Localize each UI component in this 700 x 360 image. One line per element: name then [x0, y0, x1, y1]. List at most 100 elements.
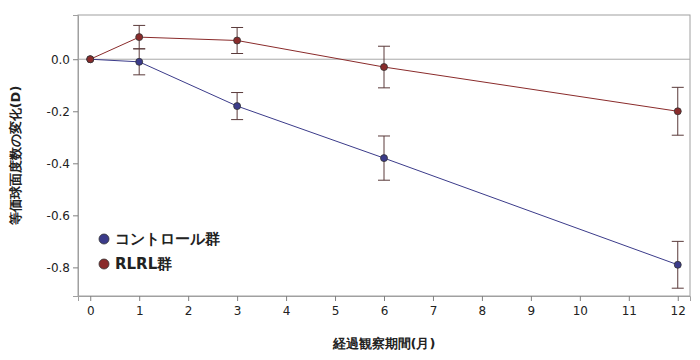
data-point: [381, 64, 388, 71]
y-tick: -0.4: [47, 157, 78, 171]
x-tick-label: 0: [87, 304, 95, 318]
error-bar-cap: [231, 92, 243, 93]
series-line: [90, 59, 678, 265]
y-axis: 0.0 -0.2 -0.4 -0.6 -0.8: [47, 16, 79, 297]
legend-entry: コントロール群: [99, 230, 220, 248]
x-tick-mark: [433, 296, 434, 301]
y-tick-label: 0.0: [51, 53, 70, 67]
x-tick: 0: [87, 296, 95, 318]
y-tick: 0.0: [51, 53, 78, 67]
error-bar-cap: [378, 87, 390, 88]
x-tick-label: 1: [136, 304, 144, 318]
data-point: [234, 103, 241, 110]
x-tick: 3: [234, 296, 242, 318]
x-tick-label: 9: [528, 304, 536, 318]
x-tick-mark: [384, 296, 385, 301]
x-axis-title: 経過観察期間(月): [332, 336, 436, 351]
legend-entry: RLRL群: [99, 255, 172, 273]
error-bar-cap: [378, 135, 390, 136]
x-tick: 6: [381, 296, 389, 318]
chart-svg: 01234567891011120.0-0.2-0.4-0.6-0.8コントロー…: [0, 0, 700, 360]
plot: 01234567891011120.0-0.2-0.4-0.6-0.8コントロー…: [47, 15, 691, 318]
legend-label: コントロール群: [115, 230, 220, 248]
x-tick-label: 6: [381, 304, 389, 318]
error-bar-cap: [378, 180, 390, 181]
legend: コントロール群 RLRL群: [99, 230, 220, 273]
x-tick-mark: [139, 296, 140, 301]
data-point: [234, 37, 241, 44]
x-tick-mark: [678, 296, 679, 301]
x-tick-label: 4: [283, 304, 291, 318]
y-tick-mark: [73, 59, 78, 60]
x-tick-label: 12: [671, 304, 686, 318]
x-tick: 5: [332, 296, 340, 318]
y-tick: -0.8: [47, 261, 78, 275]
error-bar-cap: [133, 74, 145, 75]
x-tick-label: 7: [430, 304, 438, 318]
error-bar-cap: [133, 48, 145, 49]
data-point: [674, 108, 681, 115]
x-tick-mark: [237, 296, 238, 301]
data-point: [87, 56, 94, 63]
x-tick: 7: [430, 296, 438, 318]
x-tick-label: 3: [234, 304, 242, 318]
x-tick: 2: [185, 296, 193, 318]
error-bar-cap: [231, 53, 243, 54]
x-tick: 4: [283, 296, 291, 318]
x-tick-mark: [90, 296, 91, 301]
error-bar: [133, 49, 145, 75]
x-tick-mark: [580, 296, 581, 301]
x-tick-mark: [188, 296, 189, 301]
error-bar: [672, 87, 684, 135]
data-point: [674, 261, 681, 268]
x-tick: 11: [622, 296, 637, 318]
series-line: [90, 37, 678, 111]
chart-container: 01234567891011120.0-0.2-0.4-0.6-0.8コントロー…: [0, 0, 700, 360]
y-tick-label: -0.4: [47, 157, 70, 171]
y-tick-mark: [73, 215, 78, 216]
x-tick: 8: [479, 296, 487, 318]
x-tick: 9: [528, 296, 536, 318]
x-tick-mark: [629, 296, 630, 301]
data-point: [136, 34, 143, 41]
x-tick-mark: [286, 296, 287, 301]
y-axis-title: 等価球面度数の変化(D): [8, 86, 23, 227]
legend-label: RLRL群: [115, 255, 172, 273]
y-tick: -0.2: [47, 105, 78, 119]
y-tick-label: -0.8: [47, 261, 70, 275]
x-axis-line: [79, 297, 691, 302]
error-bar-cap: [378, 46, 390, 47]
data-layer: [87, 25, 684, 288]
error-bar: [231, 27, 243, 53]
error-bar-cap: [133, 25, 145, 26]
error-bar-cap: [672, 241, 684, 242]
x-tick-label: 10: [573, 304, 588, 318]
data-point: [381, 155, 388, 162]
x-tick-label: 11: [622, 304, 637, 318]
error-bar: [133, 25, 145, 48]
y-tick-mark: [73, 267, 78, 268]
x-tick-mark: [482, 296, 483, 301]
error-bar: [231, 93, 243, 120]
error-bar-cap: [672, 135, 684, 136]
plot-frame: [78, 15, 690, 296]
y-tick: -0.6: [47, 209, 78, 223]
y-tick-mark: [73, 111, 78, 112]
x-axis: 0123456789101112: [79, 296, 691, 318]
error-bar: [672, 241, 684, 288]
x-tick: 1: [136, 296, 144, 318]
y-tick-mark: [73, 163, 78, 164]
x-tick: 10: [573, 296, 588, 318]
x-tick-label: 5: [332, 304, 340, 318]
x-tick-mark: [335, 296, 336, 301]
data-point: [136, 58, 143, 65]
error-bar-cap: [672, 288, 684, 289]
legend-marker: [99, 259, 109, 269]
y-tick-label: -0.2: [47, 105, 70, 119]
legend-marker: [99, 234, 109, 244]
x-tick-mark: [531, 296, 532, 301]
error-bar-cap: [231, 119, 243, 120]
error-bar: [378, 46, 390, 88]
y-axis-line: [73, 16, 79, 297]
y-tick-label: -0.6: [47, 209, 70, 223]
